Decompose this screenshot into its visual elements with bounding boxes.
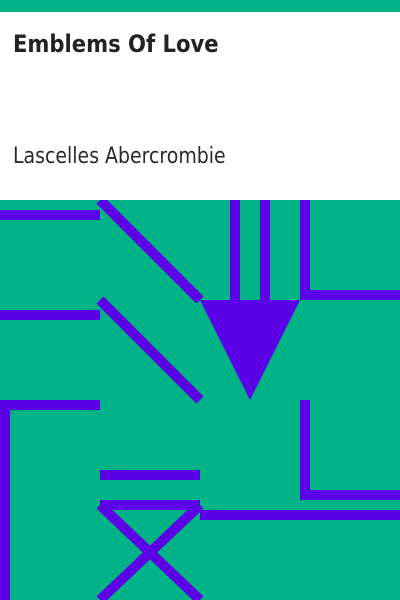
pattern-diagonal	[96, 200, 204, 304]
pattern-triangle	[200, 300, 300, 400]
pattern-diagonal	[96, 296, 204, 404]
pattern-corner	[0, 400, 100, 600]
title-panel: Emblems Of Love Lascelles Abercrombie	[0, 12, 400, 200]
pattern-corner	[300, 400, 400, 500]
book-author: Lascelles Abercrombie	[13, 144, 226, 169]
book-title: Emblems Of Love	[13, 30, 219, 58]
top-color-band	[0, 0, 400, 12]
geometric-pattern	[0, 200, 400, 600]
pattern-x-stroke	[96, 501, 204, 600]
pattern-corner	[300, 200, 400, 300]
